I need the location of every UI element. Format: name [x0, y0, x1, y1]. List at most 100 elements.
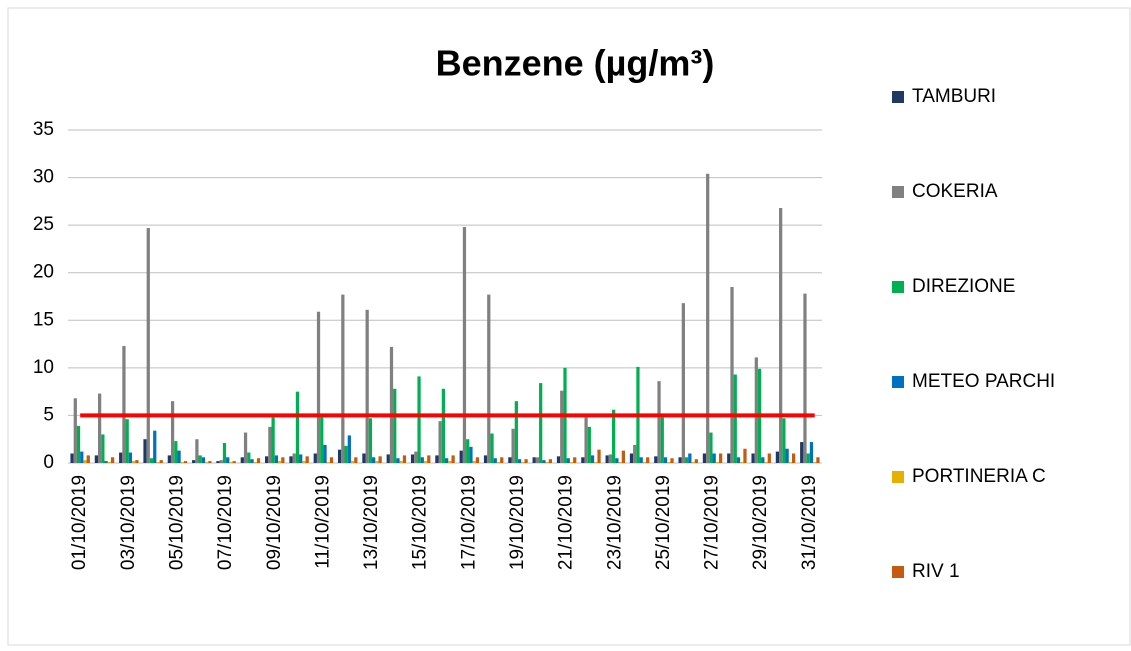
bar	[438, 421, 442, 463]
bar	[344, 445, 348, 463]
legend-label: PORTINERIA C	[912, 466, 1046, 487]
bar	[110, 457, 115, 463]
x-tick-label: 15/10/2019	[410, 475, 431, 570]
bar	[560, 390, 564, 463]
bar	[247, 452, 251, 463]
bar	[208, 461, 212, 463]
bar	[751, 453, 755, 463]
bar	[775, 451, 780, 463]
bar	[295, 391, 300, 463]
x-tick-label: 29/10/2019	[750, 475, 771, 570]
bar	[654, 456, 658, 463]
bar	[590, 455, 595, 463]
legend-label: COKERIA	[912, 181, 998, 202]
bar	[556, 456, 561, 463]
bar	[201, 457, 206, 463]
bar	[219, 460, 223, 463]
legend-swatch	[892, 471, 904, 483]
x-tick-label: 11/10/2019	[312, 475, 333, 569]
bar	[535, 457, 540, 463]
bar	[427, 455, 431, 463]
bar	[174, 441, 178, 463]
bar	[180, 462, 184, 463]
bar	[469, 446, 473, 463]
bar	[483, 455, 488, 463]
bar	[660, 417, 664, 463]
legend-swatch	[892, 186, 904, 198]
bar	[462, 227, 467, 463]
bar	[97, 393, 102, 463]
bar	[302, 461, 306, 463]
x-tick-label: 27/10/2019	[702, 475, 723, 570]
legend-label: DIREZIONE	[912, 276, 1015, 297]
bar	[584, 417, 588, 463]
bar	[715, 462, 720, 463]
bar	[347, 435, 351, 463]
bar	[475, 457, 480, 463]
bar	[618, 462, 622, 463]
bar	[605, 455, 609, 463]
bar	[320, 417, 324, 463]
bar	[514, 401, 518, 463]
bar	[198, 455, 202, 463]
bar	[337, 449, 342, 463]
x-tick-label: 25/10/2019	[653, 475, 674, 570]
bar	[183, 461, 188, 463]
bar	[393, 388, 397, 463]
bar	[271, 417, 275, 463]
x-tick-label: 21/10/2019	[556, 475, 577, 570]
bar	[566, 458, 570, 463]
bar	[354, 457, 358, 463]
bar	[688, 453, 692, 463]
bar	[548, 459, 553, 463]
bar	[816, 457, 820, 463]
bar	[496, 462, 501, 463]
bar	[594, 462, 598, 463]
bar	[608, 454, 613, 463]
bar	[417, 376, 421, 463]
bar	[94, 455, 98, 463]
bar	[487, 294, 491, 463]
bar	[256, 458, 261, 463]
bar	[621, 450, 625, 463]
bar	[378, 456, 382, 463]
legend-swatch	[892, 91, 904, 103]
bar	[740, 462, 744, 463]
bar	[277, 461, 282, 463]
bar	[500, 457, 504, 463]
bar	[813, 462, 817, 463]
bar	[76, 425, 81, 463]
bar	[410, 454, 415, 463]
bar	[229, 462, 233, 463]
bar	[365, 309, 369, 463]
bar	[490, 433, 494, 463]
bar	[532, 457, 536, 463]
bar	[389, 346, 394, 463]
bar	[539, 383, 543, 463]
bar	[691, 462, 695, 463]
bar	[466, 439, 470, 463]
bar	[493, 458, 497, 463]
bar	[629, 453, 634, 463]
bar	[341, 294, 345, 463]
bar	[329, 457, 334, 463]
bar	[195, 439, 199, 463]
x-tick-label: 23/10/2019	[604, 475, 625, 570]
legend-label: TAMBURI	[912, 86, 996, 107]
bar	[132, 461, 136, 463]
bar	[86, 455, 90, 463]
bar	[159, 460, 163, 463]
y-tick-label: 20	[33, 262, 54, 283]
y-tick-label: 25	[33, 214, 54, 235]
legend-label: RIV 1	[912, 561, 960, 582]
bar	[435, 455, 439, 463]
bar	[232, 461, 236, 463]
bar	[779, 208, 783, 463]
bar	[107, 462, 111, 463]
bar	[459, 450, 463, 463]
bar	[657, 381, 661, 463]
bar	[472, 461, 476, 463]
bar	[73, 398, 77, 463]
bar	[809, 442, 814, 463]
bar	[803, 293, 807, 463]
